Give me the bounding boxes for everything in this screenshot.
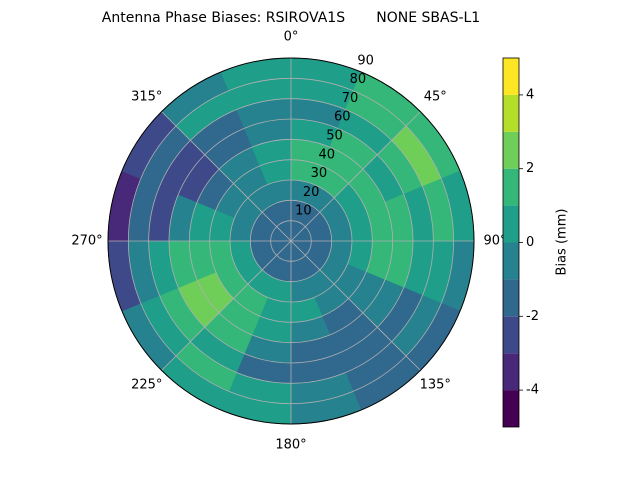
polar-frame [107, 57, 475, 425]
colorbar: -4 -2 0 2 4 [502, 57, 539, 428]
colorbar-band [503, 242, 519, 280]
colorbar-band [503, 94, 519, 132]
theta-tick-label: 45° [424, 89, 447, 104]
theta-tick-label: 0° [284, 30, 299, 45]
theta-tick-label: 135° [420, 378, 451, 393]
colorbar-tick-label: 4 [526, 87, 534, 102]
grid-spoke [161, 111, 292, 242]
colorbar-tick-label: -2 [526, 309, 539, 324]
theta-tick-label: 270° [71, 234, 102, 249]
colorbar-band [503, 390, 519, 427]
grid-spoke [290, 240, 421, 371]
r-tick-label: 70 [342, 91, 359, 106]
theta-tick-label: 90° [483, 234, 506, 249]
r-tick-label: 50 [326, 128, 343, 143]
colorbar-band [503, 58, 519, 95]
r-tick-label: 20 [303, 185, 320, 200]
colorbar-band [503, 279, 519, 317]
theta-tick-label: 225° [131, 378, 162, 393]
grid-spoke [290, 111, 421, 242]
colorbar-band [503, 131, 519, 169]
colorbar-band [503, 205, 519, 243]
r-tick-label: 30 [311, 166, 328, 181]
colorbar-band [503, 168, 519, 206]
r-tick-label: 40 [318, 147, 335, 162]
grid-spoke [161, 240, 292, 371]
colorbar-tick-label: 0 [526, 235, 534, 250]
theta-tick-label: 180° [275, 438, 306, 453]
chart-title: Antenna Phase Biases: RSIROVA1S NONE SBA… [102, 10, 480, 26]
colorbar-tick-label: 2 [526, 161, 534, 176]
colorbar-tick-label: -4 [526, 383, 539, 398]
colorbar-band [503, 353, 519, 391]
colorbar-label: Bias (mm) [555, 209, 570, 276]
theta-tick-label: 315° [131, 89, 162, 104]
r-tick-label: 60 [334, 110, 351, 125]
colorbar-band [503, 316, 519, 354]
r-tick-label: 80 [350, 72, 367, 87]
plot-area: 10 20 30 40 50 60 70 80 90 0° 45° 90° 135° 180° 225° 27… [71, 30, 506, 453]
r-tick-label: 10 [295, 204, 312, 219]
r-tick-label: 90 [357, 53, 374, 68]
